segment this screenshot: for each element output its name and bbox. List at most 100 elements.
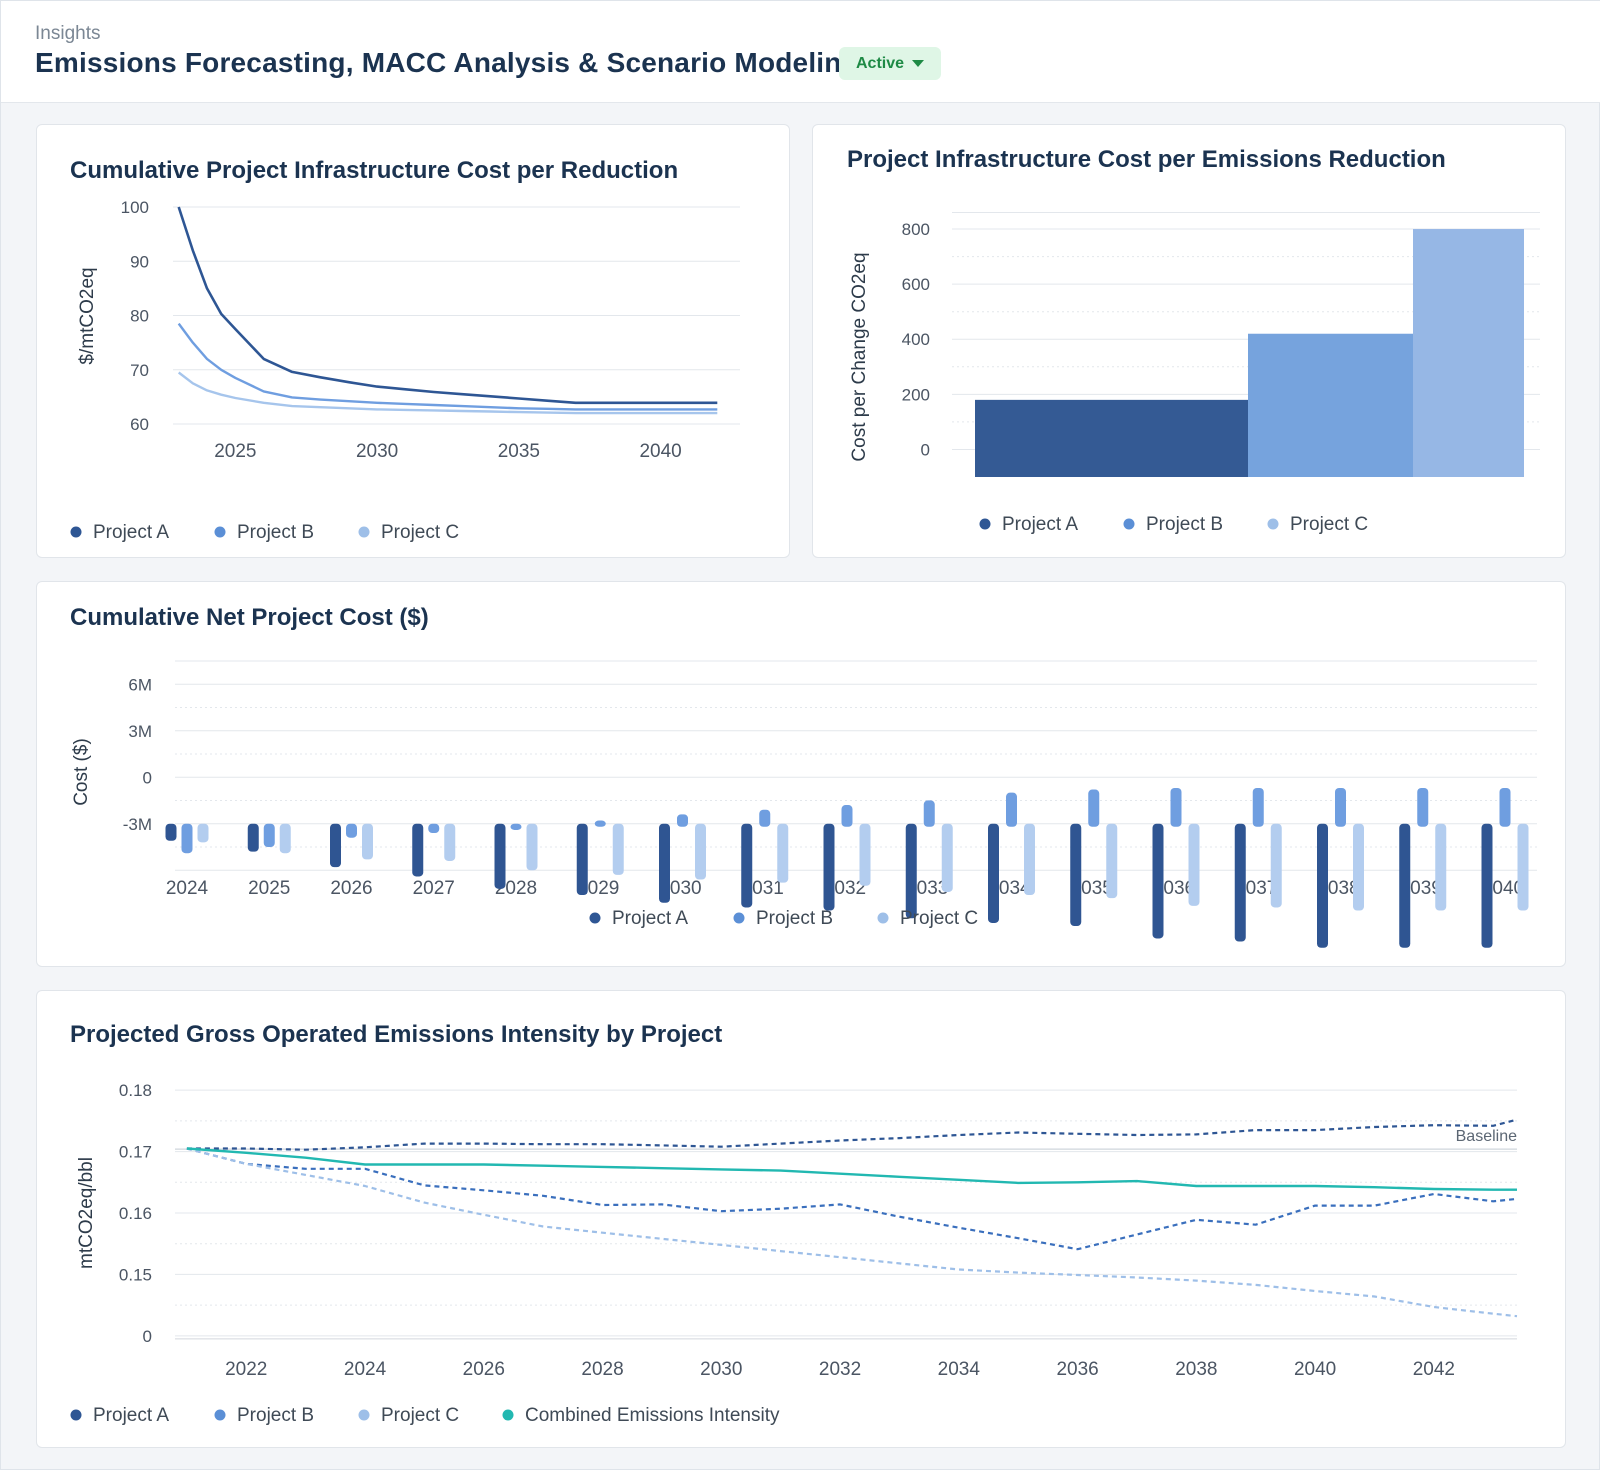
bar-project-c [1435, 823, 1447, 911]
legend-label: Project B [237, 522, 314, 543]
legend-marker [733, 912, 745, 924]
x-tick-label: 2034 [988, 878, 1031, 899]
y-axis-label: Cost ($) [71, 738, 92, 806]
bar-project-c [279, 823, 291, 854]
y-tick-label: 60 [130, 415, 149, 434]
breadcrumb[interactable]: Insights [35, 23, 101, 44]
legend-label: Project C [900, 908, 978, 929]
legend-marker [70, 526, 82, 538]
card-cumulative-cost-per-reduction: Cumulative Project Infrastructure Cost p… [36, 124, 790, 558]
card-cost-per-emissions-reduction: Project Infrastructure Cost per Emission… [812, 124, 1566, 558]
bar-project-a [823, 823, 835, 911]
x-tick-label: 2040 [1294, 1359, 1336, 1380]
legend-label: Combined Emissions Intensity [525, 1405, 780, 1426]
x-tick-label: 2024 [166, 878, 209, 899]
y-tick-label: 800 [902, 220, 930, 239]
bar-project-c [1353, 823, 1364, 911]
legend-label: Project B [1146, 514, 1223, 535]
legend-marker [1123, 518, 1135, 530]
legend-marker [214, 526, 226, 538]
legend-marker [502, 1409, 514, 1421]
chart-title: Projected Gross Operated Emissions Inten… [70, 1021, 723, 1048]
bar-project-b [1248, 333, 1413, 477]
bar-project-b [594, 820, 606, 827]
x-tick-label: 2026 [330, 878, 372, 899]
bar-project-a [247, 823, 259, 852]
bar-project-b [841, 805, 853, 827]
series-line [177, 371, 718, 415]
x-tick-label: 2038 [1175, 1359, 1217, 1380]
baseline-label: Baseline [1456, 1128, 1517, 1145]
y-tick-label: 6M [128, 675, 152, 694]
bar-project-a [412, 823, 424, 877]
bar-project-a [330, 823, 341, 868]
legend-label: Project B [756, 908, 833, 929]
x-tick-label: 2034 [938, 1359, 981, 1380]
series-line [186, 1147, 1518, 1251]
chart-emissions-intensity: 0 0.15 0.16 0.17 0.18 2022 2024 2026 2028 2030 203… [70, 1081, 1518, 1426]
series-line [177, 322, 718, 411]
series-line [186, 1147, 1518, 1318]
y-tick-label: 200 [902, 385, 930, 404]
x-tick-label: 2022 [225, 1359, 267, 1380]
bar-project-c [1188, 823, 1200, 906]
bar-project-c [777, 823, 789, 883]
chart-cumulative-cost-per-reduction: 60 70 80 90 100 2025 2030 2035 2040 $/mtCO2eq Proj… [70, 198, 740, 543]
bar-project-c [1517, 823, 1529, 911]
series-line [177, 206, 718, 405]
bar-project-b [346, 823, 357, 838]
legend-label: Project C [1290, 514, 1368, 535]
legend-label: Project A [93, 522, 169, 543]
legend-label: Project B [237, 1405, 314, 1426]
status-label: Active [855, 54, 905, 72]
bar-project-c [859, 823, 871, 886]
x-tick-label: 2035 [498, 441, 540, 462]
bar-project-a [576, 823, 588, 896]
y-tick-label: 0.15 [119, 1265, 152, 1284]
x-tick-label: 2030 [700, 1359, 742, 1380]
series-line [186, 1118, 1518, 1151]
x-tick-label: 2027 [413, 878, 455, 899]
chart-cost-per-emissions-reduction: 0 200 400 600 800 Cost per Change CO2eq Projec… [849, 212, 1540, 535]
x-tick-label: 2028 [581, 1359, 623, 1380]
y-axis-label: $/mtCO2eq [77, 267, 98, 364]
bar-project-b [1335, 788, 1346, 827]
bar-project-a [1481, 823, 1493, 948]
legend-marker [877, 912, 889, 924]
legend-label: Project A [1002, 514, 1078, 535]
status-dropdown[interactable]: Active [839, 47, 941, 80]
bar-project-b [1006, 792, 1017, 827]
y-tick-label: 400 [902, 330, 930, 349]
bar-project-b [677, 814, 688, 827]
chart-title: Project Infrastructure Cost per Emission… [847, 146, 1446, 173]
x-tick-label: 2040 [639, 441, 681, 462]
y-tick-label: 0 [921, 440, 930, 459]
bar-project-c [526, 823, 538, 871]
card-emissions-intensity: Projected Gross Operated Emissions Inten… [36, 990, 1566, 1448]
legend-marker [358, 526, 370, 538]
y-tick-label: 0.17 [119, 1143, 152, 1162]
bar-project-c [444, 823, 456, 861]
bar-project-a [1399, 823, 1411, 948]
bar-project-c [197, 823, 209, 843]
legend-marker [1267, 518, 1279, 530]
legend-label: Project C [381, 522, 459, 543]
x-tick-label: 2025 [214, 441, 256, 462]
caret-down-icon [912, 60, 925, 67]
y-tick-label: 3M [128, 722, 152, 741]
legend-marker [70, 1409, 82, 1421]
x-tick-label: 2025 [248, 878, 290, 899]
bar-project-a [1152, 823, 1164, 939]
bar-project-b [1088, 789, 1100, 827]
y-tick-label: 80 [130, 307, 149, 326]
bar-project-a [975, 399, 1248, 477]
y-tick-label: 0 [143, 1327, 152, 1346]
x-tick-label: 2036 [1056, 1359, 1098, 1380]
legend-marker [589, 912, 601, 924]
chart-title: Cumulative Net Project Cost ($) [70, 604, 429, 631]
bar-project-c [695, 823, 706, 880]
legend-label: Project C [381, 1405, 459, 1426]
bar-project-b [1417, 788, 1429, 827]
